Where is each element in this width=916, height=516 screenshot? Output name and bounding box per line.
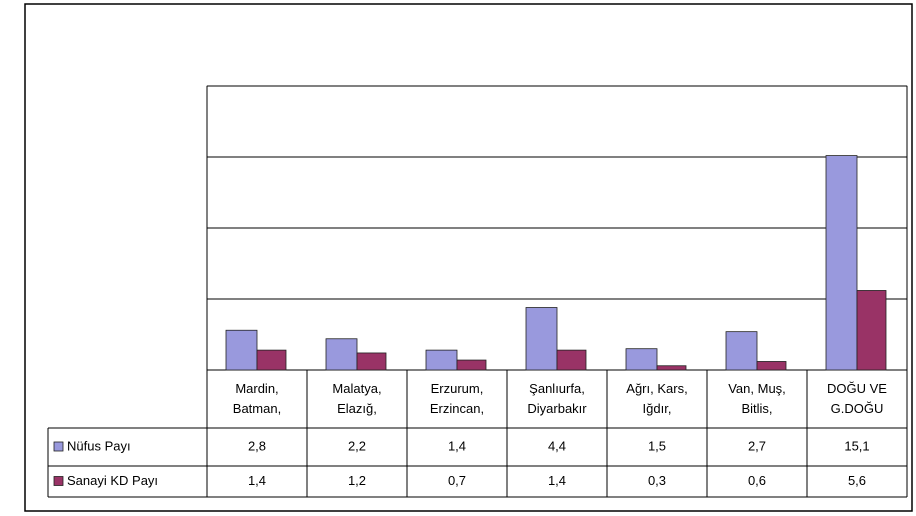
data-label: 1,5 (648, 438, 666, 453)
x-tick-label: Ağrı, Kars, Iğdır, (626, 381, 688, 416)
data-label: 2,2 (348, 438, 366, 453)
data-label: 5,6 (848, 473, 866, 488)
bar (225, 329, 258, 371)
x-tick-label: Erzurum, Erzincan, (429, 381, 485, 416)
data-label: 1,4 (448, 438, 466, 453)
bar (725, 331, 758, 371)
bar (356, 352, 387, 371)
data-label: 15,1 (844, 438, 869, 453)
bar (656, 365, 687, 371)
bar (556, 349, 587, 371)
legend-label: Nüfus Payı (67, 438, 131, 453)
legend-swatch (53, 441, 64, 452)
bar (325, 338, 358, 371)
bar (456, 359, 487, 371)
bar (625, 348, 658, 371)
data-label: 1,2 (348, 473, 366, 488)
data-label: 4,4 (548, 438, 566, 453)
x-tick-label: Mardin, Batman, (232, 381, 282, 416)
data-label: 1,4 (548, 473, 566, 488)
x-tick-label: DOĞU VE G.DOĞU (827, 381, 887, 416)
legend-swatch (53, 476, 64, 486)
legend-label: Sanayi KD Payı (67, 473, 158, 488)
data-label: 0,7 (448, 473, 466, 488)
x-tick-label: Van, Muş, Bitlis, (728, 381, 786, 416)
bar (256, 349, 287, 371)
data-label: 1,4 (248, 473, 266, 488)
data-label: 0,3 (648, 473, 666, 488)
chart-border (24, 3, 913, 512)
bar (825, 155, 858, 371)
data-label: 0,6 (748, 473, 766, 488)
bar (856, 290, 887, 371)
bar (756, 361, 787, 371)
data-label: 2,7 (748, 438, 766, 453)
data-label: 2,8 (248, 438, 266, 453)
bar (425, 349, 458, 371)
x-tick-label: Şanlıurfa, Diyarbakır (527, 381, 587, 416)
bar (525, 307, 558, 371)
x-tick-label: Malatya, Elazığ, (332, 381, 382, 416)
